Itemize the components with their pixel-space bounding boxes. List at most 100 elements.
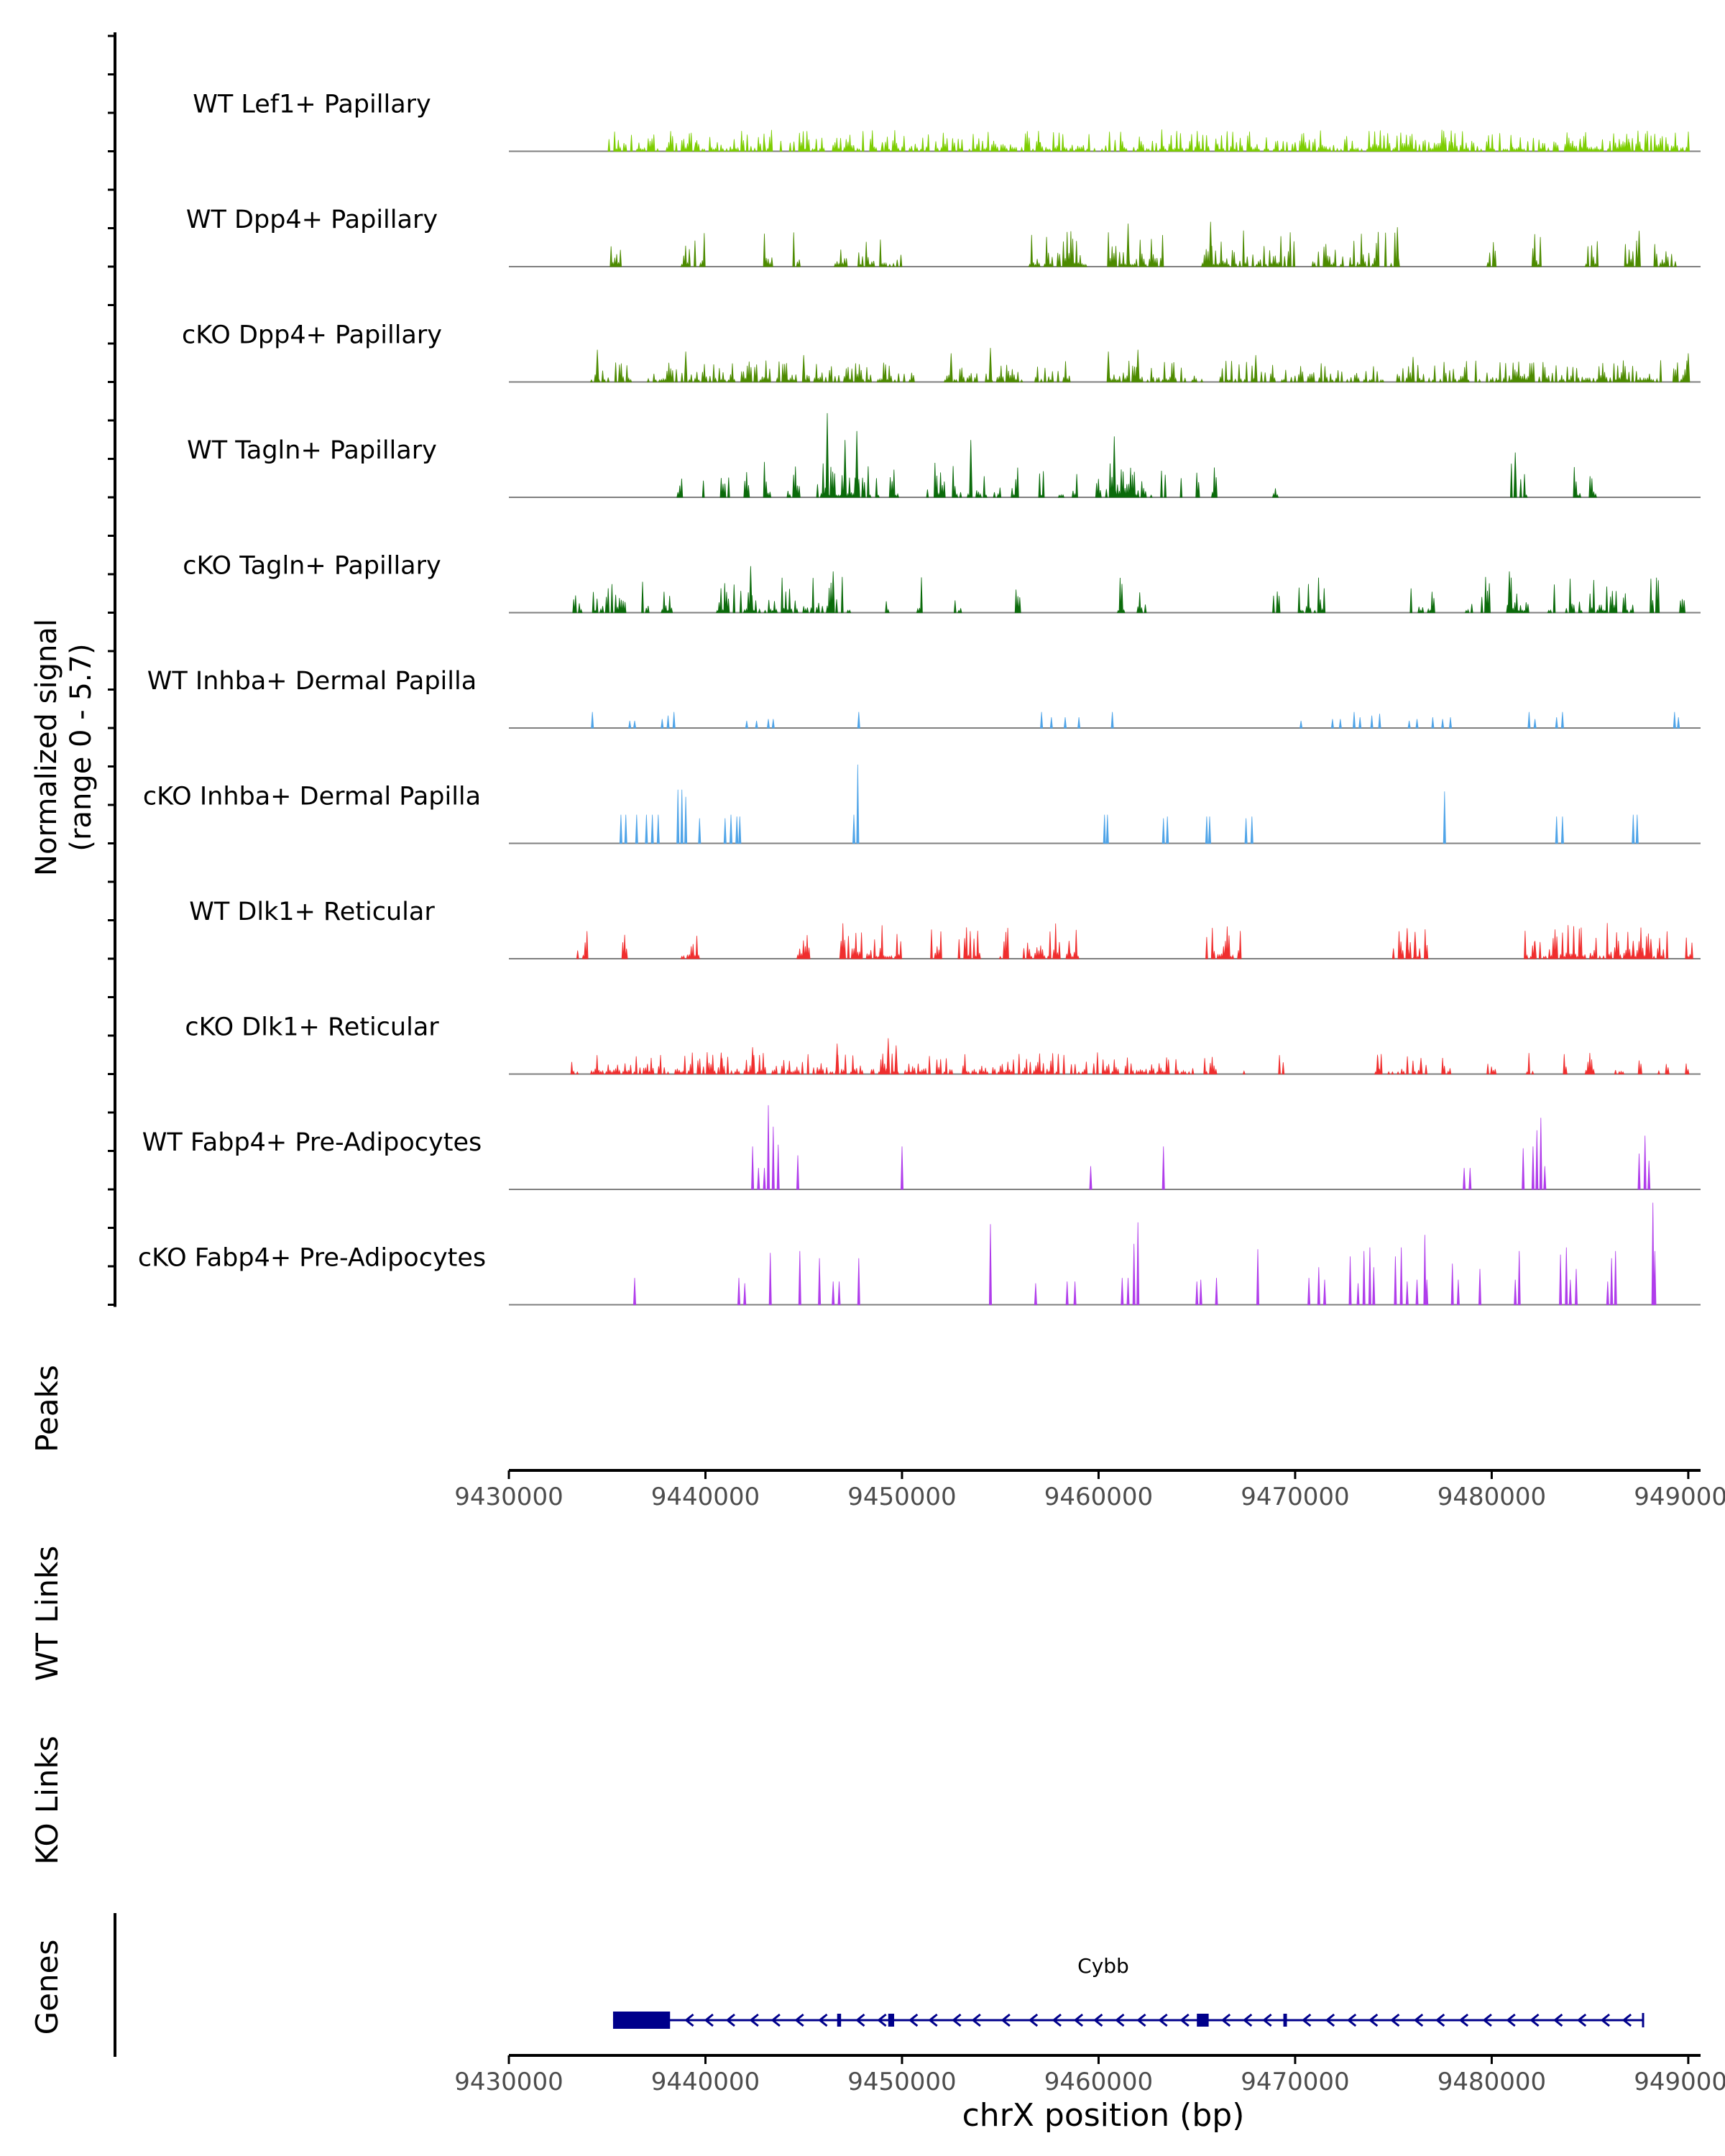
x-tick-label: 9460000 [1044, 1483, 1153, 1511]
gene-exon [888, 2014, 895, 2027]
coverage-cko-dlk1-reticular [570, 1038, 1690, 1074]
track-cko-tagln-papillary: cKO Tagln+ Papillary [183, 552, 1701, 614]
gene-strand-arrow [818, 2013, 828, 2027]
x-tick-label: 9440000 [651, 1483, 760, 1511]
gene-strand-arrow [749, 2013, 759, 2027]
track-cko-fabp4-pre-adipocytes: cKO Fabp4+ Pre-Adipocytes [138, 1202, 1701, 1306]
signal-axis [108, 32, 116, 1307]
x-tick-label: 9440000 [651, 2068, 760, 2096]
gene-strand-arrow [1482, 2013, 1492, 2027]
track-wt-tagln-papillary: WT Tagln+ Papillary [187, 413, 1701, 498]
track-wt-fabp4-pre-adipocytes: WT Fabp4+ Pre-Adipocytes [142, 1105, 1701, 1190]
gene-strand-arrow [1158, 2013, 1168, 2027]
gene-label-cybb: Cybb [1077, 1954, 1129, 1978]
gene-strand-arrow [952, 2013, 962, 2027]
gene-strand-arrow [1136, 2013, 1146, 2027]
x-tick-label: 9490000 [1634, 1483, 1725, 1511]
x-tick-label: 9490000 [1634, 2068, 1725, 2096]
coverage-cko-dpp4-papillary [589, 348, 1690, 382]
track-label-wt-dpp4-papillary: WT Dpp4+ Papillary [186, 206, 438, 234]
x-tick-label: 9480000 [1438, 1483, 1546, 1511]
gene-exon [612, 2012, 671, 2029]
gene-strand-arrow [1346, 2013, 1357, 2027]
gene-strand-arrow [1600, 2013, 1610, 2027]
track-label-cko-inhba-dermal-papilla: cKO Inhba+ Dermal Papilla [143, 783, 481, 811]
track-label-cko-dlk1-reticular: cKO Dlk1+ Reticular [185, 1013, 439, 1042]
gene-strand-arrow [1262, 2013, 1272, 2027]
gene-strand-arrow [971, 2013, 981, 2027]
gene-strand-arrow [1179, 2013, 1190, 2027]
track-label-wt-tagln-papillary: WT Tagln+ Papillary [187, 436, 437, 465]
gene-strand-arrow [1390, 2013, 1400, 2027]
coverage-tracks: WT Lef1+ Papillary WT Dpp4+ Papillary cKO … [138, 91, 1701, 1306]
gene-strand-arrow [1413, 2013, 1424, 2027]
gene-strand-arrow [1368, 2013, 1379, 2027]
track-wt-dpp4-papillary: WT Dpp4+ Papillary [186, 206, 1701, 267]
track-label-wt-fabp4-pre-adipocytes: WT Fabp4+ Pre-Adipocytes [142, 1128, 482, 1157]
gene-strand-arrow [1115, 2013, 1125, 2027]
gene-strand-arrow [908, 2013, 919, 2027]
gene-exon [1283, 2014, 1287, 2027]
track-label-wt-dlk1-reticular: WT Dlk1+ Reticular [189, 898, 435, 926]
wt-links-track-label: WT Links [29, 1546, 65, 1681]
track-label-cko-dpp4-papillary: cKO Dpp4+ Papillary [182, 321, 442, 350]
coverage-wt-tagln-papillary [676, 413, 1597, 498]
x-tick-label: 9430000 [454, 2068, 563, 2096]
track-cko-dlk1-reticular: cKO Dlk1+ Reticular [185, 1013, 1701, 1075]
coverage-wt-fabp4-pre-adipocytes [751, 1105, 1651, 1190]
x-tick-label: 9450000 [847, 2068, 956, 2096]
gene-strand-arrow [877, 2013, 887, 2027]
gene-strand-arrow [770, 2013, 781, 2027]
gene-strand-arrow [704, 2013, 714, 2027]
track-wt-dlk1-reticular: WT Dlk1+ Reticular [189, 898, 1701, 959]
gene-strand-arrow [794, 2013, 804, 2027]
gene-strand-arrow [725, 2013, 735, 2027]
track-label-cko-fabp4-pre-adipocytes: cKO Fabp4+ Pre-Adipocytes [138, 1244, 486, 1273]
coverage-wt-dlk1-reticular [576, 923, 1693, 959]
track-cko-inhba-dermal-papilla: cKO Inhba+ Dermal Papilla [143, 764, 1701, 844]
gene-strand-arrow [1000, 2013, 1011, 2027]
coverage-cko-inhba-dermal-papilla [619, 764, 1639, 844]
ko-links-track-label: KO Links [29, 1736, 65, 1865]
gene-track [612, 2012, 1644, 2029]
gene-strand-arrow [1093, 2013, 1103, 2027]
track-label-wt-lef1-papillary: WT Lef1+ Papillary [193, 91, 431, 119]
gene-strand-arrow [855, 2013, 865, 2027]
position-axis-top: 9430000 9440000 9450000 9460000 9470000 94800… [454, 1469, 1725, 1511]
gene-strand-arrow [1553, 2013, 1563, 2027]
coverage-wt-dpp4-papillary [610, 221, 1677, 267]
x-tick-label: 9480000 [1438, 2068, 1546, 2096]
gene-strand-arrow [1506, 2013, 1516, 2027]
gene-strand-arrow [1622, 2013, 1632, 2027]
gene-strand-arrow [1028, 2013, 1039, 2027]
gene-strand-arrow [1576, 2013, 1587, 2027]
track-label-wt-inhba-dermal-papilla: WT Inhba+ Dermal Papilla [147, 667, 477, 696]
track-wt-lef1-papillary: WT Lef1+ Papillary [193, 91, 1701, 152]
track-label-cko-tagln-papillary: cKO Tagln+ Papillary [183, 552, 441, 581]
track-wt-inhba-dermal-papilla: WT Inhba+ Dermal Papilla [147, 667, 1701, 729]
genes-track-label: Genes [29, 1940, 65, 2035]
gene-strand-arrow [1242, 2013, 1253, 2027]
gene-strand-arrow [1052, 2013, 1062, 2027]
position-axis-bottom: 9430000 9440000 9450000 9460000 9470000 94800… [454, 2054, 1725, 2096]
x-tick-label: 9450000 [847, 1483, 956, 1511]
coverage-cko-tagln-papillary [572, 566, 1686, 613]
x-tick-label: 9470000 [1241, 2068, 1349, 2096]
coverage-cko-fabp4-pre-adipocytes [632, 1202, 1657, 1305]
gene-strand-arrow [928, 2013, 938, 2027]
gene-strand-arrow [1325, 2013, 1335, 2027]
signal-y-range-label: (range 0 - 5.7) [65, 643, 98, 851]
gene-strand-arrow [1301, 2013, 1312, 2027]
gene-strand-arrow [1530, 2013, 1540, 2027]
gene-exon [1197, 2014, 1209, 2027]
gene-strand-arrow [1073, 2013, 1084, 2027]
peaks-track-label: Peaks [29, 1365, 65, 1452]
coverage-wt-inhba-dermal-papilla [591, 711, 1680, 729]
gene-strand-arrow [1220, 2013, 1231, 2027]
x-tick-label: 9460000 [1044, 2068, 1153, 2096]
track-cko-dpp4-papillary: cKO Dpp4+ Papillary [182, 321, 1701, 383]
gene-strand-arrow [1458, 2013, 1469, 2027]
signal-y-label: Normalized signal [30, 619, 63, 876]
x-tick-label: 9470000 [1241, 1483, 1349, 1511]
